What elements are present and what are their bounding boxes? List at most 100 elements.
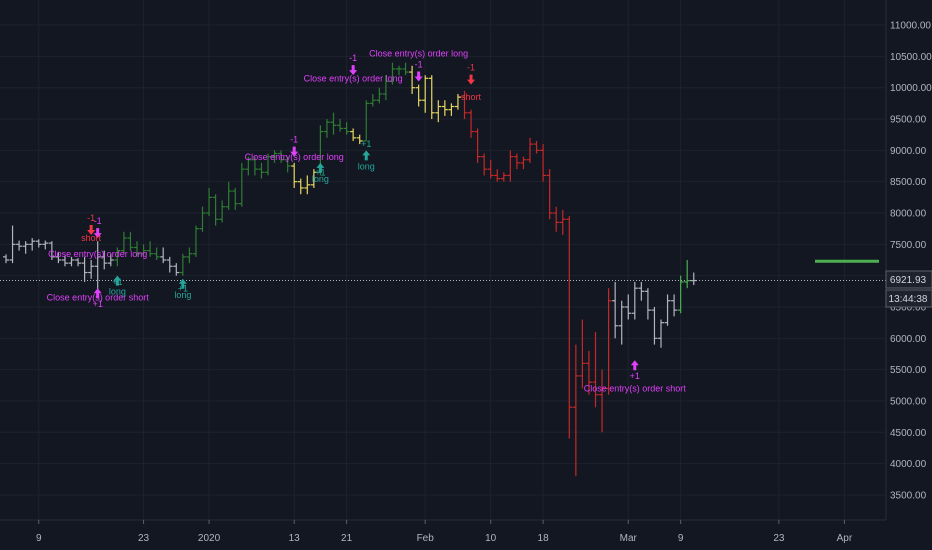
y-tick-label: 3500.00 (890, 490, 927, 501)
signal-arrow-up-icon (113, 275, 122, 286)
signal-label: long (174, 290, 191, 300)
ohlc-bar (592, 332, 599, 408)
signal-label: long (109, 287, 126, 297)
ohlc-bar (120, 231, 127, 254)
ohlc-bar (585, 350, 592, 395)
ohlc-bar (527, 137, 533, 163)
y-tick-label: 9500.00 (890, 115, 927, 126)
ohlc-bar (206, 187, 213, 217)
price-axis-background (886, 0, 932, 520)
signal-text: short (81, 233, 102, 243)
signal-text: +1 (361, 139, 371, 149)
signal-text: +1 (112, 277, 122, 287)
ohlc-bar (369, 93, 376, 107)
ohlc-bar (291, 162, 298, 188)
ohlc-bar (265, 153, 271, 176)
ohlc-bar (520, 156, 527, 170)
ohlc-bar (638, 281, 645, 301)
ohlc-bar (101, 250, 108, 270)
y-tick-label: 6000.00 (890, 334, 927, 345)
signal-label: +1 (630, 371, 640, 381)
ohlc-bar (402, 62, 409, 76)
ohlc-bar (343, 122, 350, 135)
signal-text: Close entry(s) order short (47, 293, 150, 303)
last-price-tag: 6921.93 (890, 275, 927, 286)
signal-arrow-down-icon (87, 224, 96, 235)
ohlc-bar (677, 275, 684, 314)
ohlc-bar (22, 241, 29, 254)
signal-arrow-up-icon (93, 288, 102, 299)
ohlc-bar (409, 65, 416, 94)
ohlc-bar (173, 263, 180, 276)
time-axis[interactable]: 9 23 2020 13 21 Feb 10 18 Mar 9 23 Apr (0, 519, 932, 550)
x-tick-label: 13 (289, 533, 301, 544)
ohlc-bar (140, 244, 147, 257)
ohlc-bar (297, 178, 304, 195)
ohlc-bar (192, 225, 199, 257)
price-bars (3, 62, 697, 477)
x-tick-label: 23 (773, 533, 785, 544)
y-tick-label: 10500.00 (890, 52, 932, 63)
ohlc-bar (513, 153, 520, 170)
ohlc-bar (166, 256, 173, 273)
ohlc-bar (664, 294, 671, 326)
ohlc-bar (599, 369, 606, 433)
ohlc-bar (415, 84, 422, 107)
signal-label: -1 (349, 53, 357, 63)
ohlc-bar (454, 93, 461, 110)
time-axis-background (0, 520, 932, 550)
y-tick-label: 7500.00 (890, 240, 927, 251)
y-tick-label: 6500.00 (890, 302, 927, 313)
ohlc-bar (225, 181, 232, 210)
x-tick-label: Mar (620, 533, 638, 544)
signal-arrow-down-icon (349, 65, 358, 76)
ohlc-bar (376, 87, 383, 104)
x-tick-label: 9 (678, 533, 684, 544)
ohlc-bar (572, 344, 579, 477)
ohlc-bar (278, 150, 285, 163)
price-labels: 6921.93 13:44:38 (885, 270, 932, 308)
ohlc-bar (107, 253, 114, 267)
signal-label: -1 (467, 63, 475, 73)
ohlc-bar (94, 241, 101, 295)
ohlc-bar (61, 255, 68, 267)
ohlc-bar (114, 247, 121, 267)
ohlc-bar (461, 90, 468, 120)
signal-text: Close entry(s) order long (48, 249, 147, 259)
signal-label: -1 (87, 213, 95, 223)
signal-text: Close entry(s) order short (584, 384, 687, 394)
signal-arrow-down-icon (467, 74, 476, 85)
price-axis[interactable]: 3500.00 4000.00 4500.00 5000.00 5500.00 6000.… (885, 0, 932, 520)
ohlc-bar (68, 256, 75, 267)
signal-text: short (461, 92, 482, 102)
last-price-tag-bg (885, 270, 932, 289)
ohlc-bar (271, 150, 278, 163)
ohlc-bar (310, 169, 317, 188)
signal-label: long (312, 174, 329, 184)
ohlc-bar (9, 225, 16, 264)
ohlc-bar (428, 75, 435, 120)
ohlc-bar (147, 241, 154, 257)
ohlc-bar (186, 247, 193, 264)
ohlc-bar (284, 156, 291, 173)
signal-text: +1 (315, 167, 325, 177)
ohlc-bar (533, 140, 540, 154)
ohlc-bar (330, 112, 337, 135)
ohlc-bar (612, 281, 619, 339)
ohlc-bar (690, 272, 697, 286)
ohlc-bar (494, 169, 501, 182)
ohlc-bar (337, 119, 344, 132)
ohlc-bar (35, 239, 42, 248)
ohlc-bar (507, 150, 514, 182)
ohlc-bar (199, 206, 206, 232)
ohlc-bar (212, 194, 219, 226)
y-tick-label: 11000.00 (890, 21, 931, 32)
y-tick-label: 4000.00 (890, 459, 927, 470)
signal-text: Close entry(s) order long (245, 152, 344, 162)
signal-arrow-up-icon (630, 360, 639, 371)
ohlc-bar (625, 294, 632, 320)
ohlc-bar (42, 240, 49, 250)
ohlc-bar (350, 128, 357, 141)
